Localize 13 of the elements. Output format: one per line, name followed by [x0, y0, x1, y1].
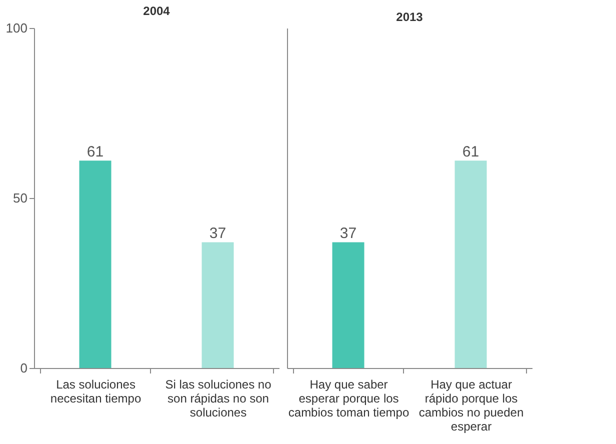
x-tick-label: Las soluciones necesitan tiempo	[50, 378, 142, 406]
data-label: 61	[86, 144, 104, 161]
y-tick-label: 100	[6, 20, 28, 36]
y-tick-label: 0	[20, 360, 28, 376]
x-tick-label: Hay que saber esperar porque los cambios toman tiempo	[288, 378, 410, 420]
x-tick-label: Si las soluciones no son rápidas no son soluciones	[165, 378, 272, 420]
data-label: 61	[462, 144, 480, 161]
chart-title: 2013	[396, 10, 424, 24]
x-tick-label: Hay que actuar rápido porque los cambios no pueden esperar	[418, 378, 524, 434]
y-tick-label: 50	[13, 190, 28, 206]
chart-title: 2004	[143, 4, 170, 18]
data-label: 37	[209, 225, 226, 242]
data-label: 37	[340, 225, 357, 242]
